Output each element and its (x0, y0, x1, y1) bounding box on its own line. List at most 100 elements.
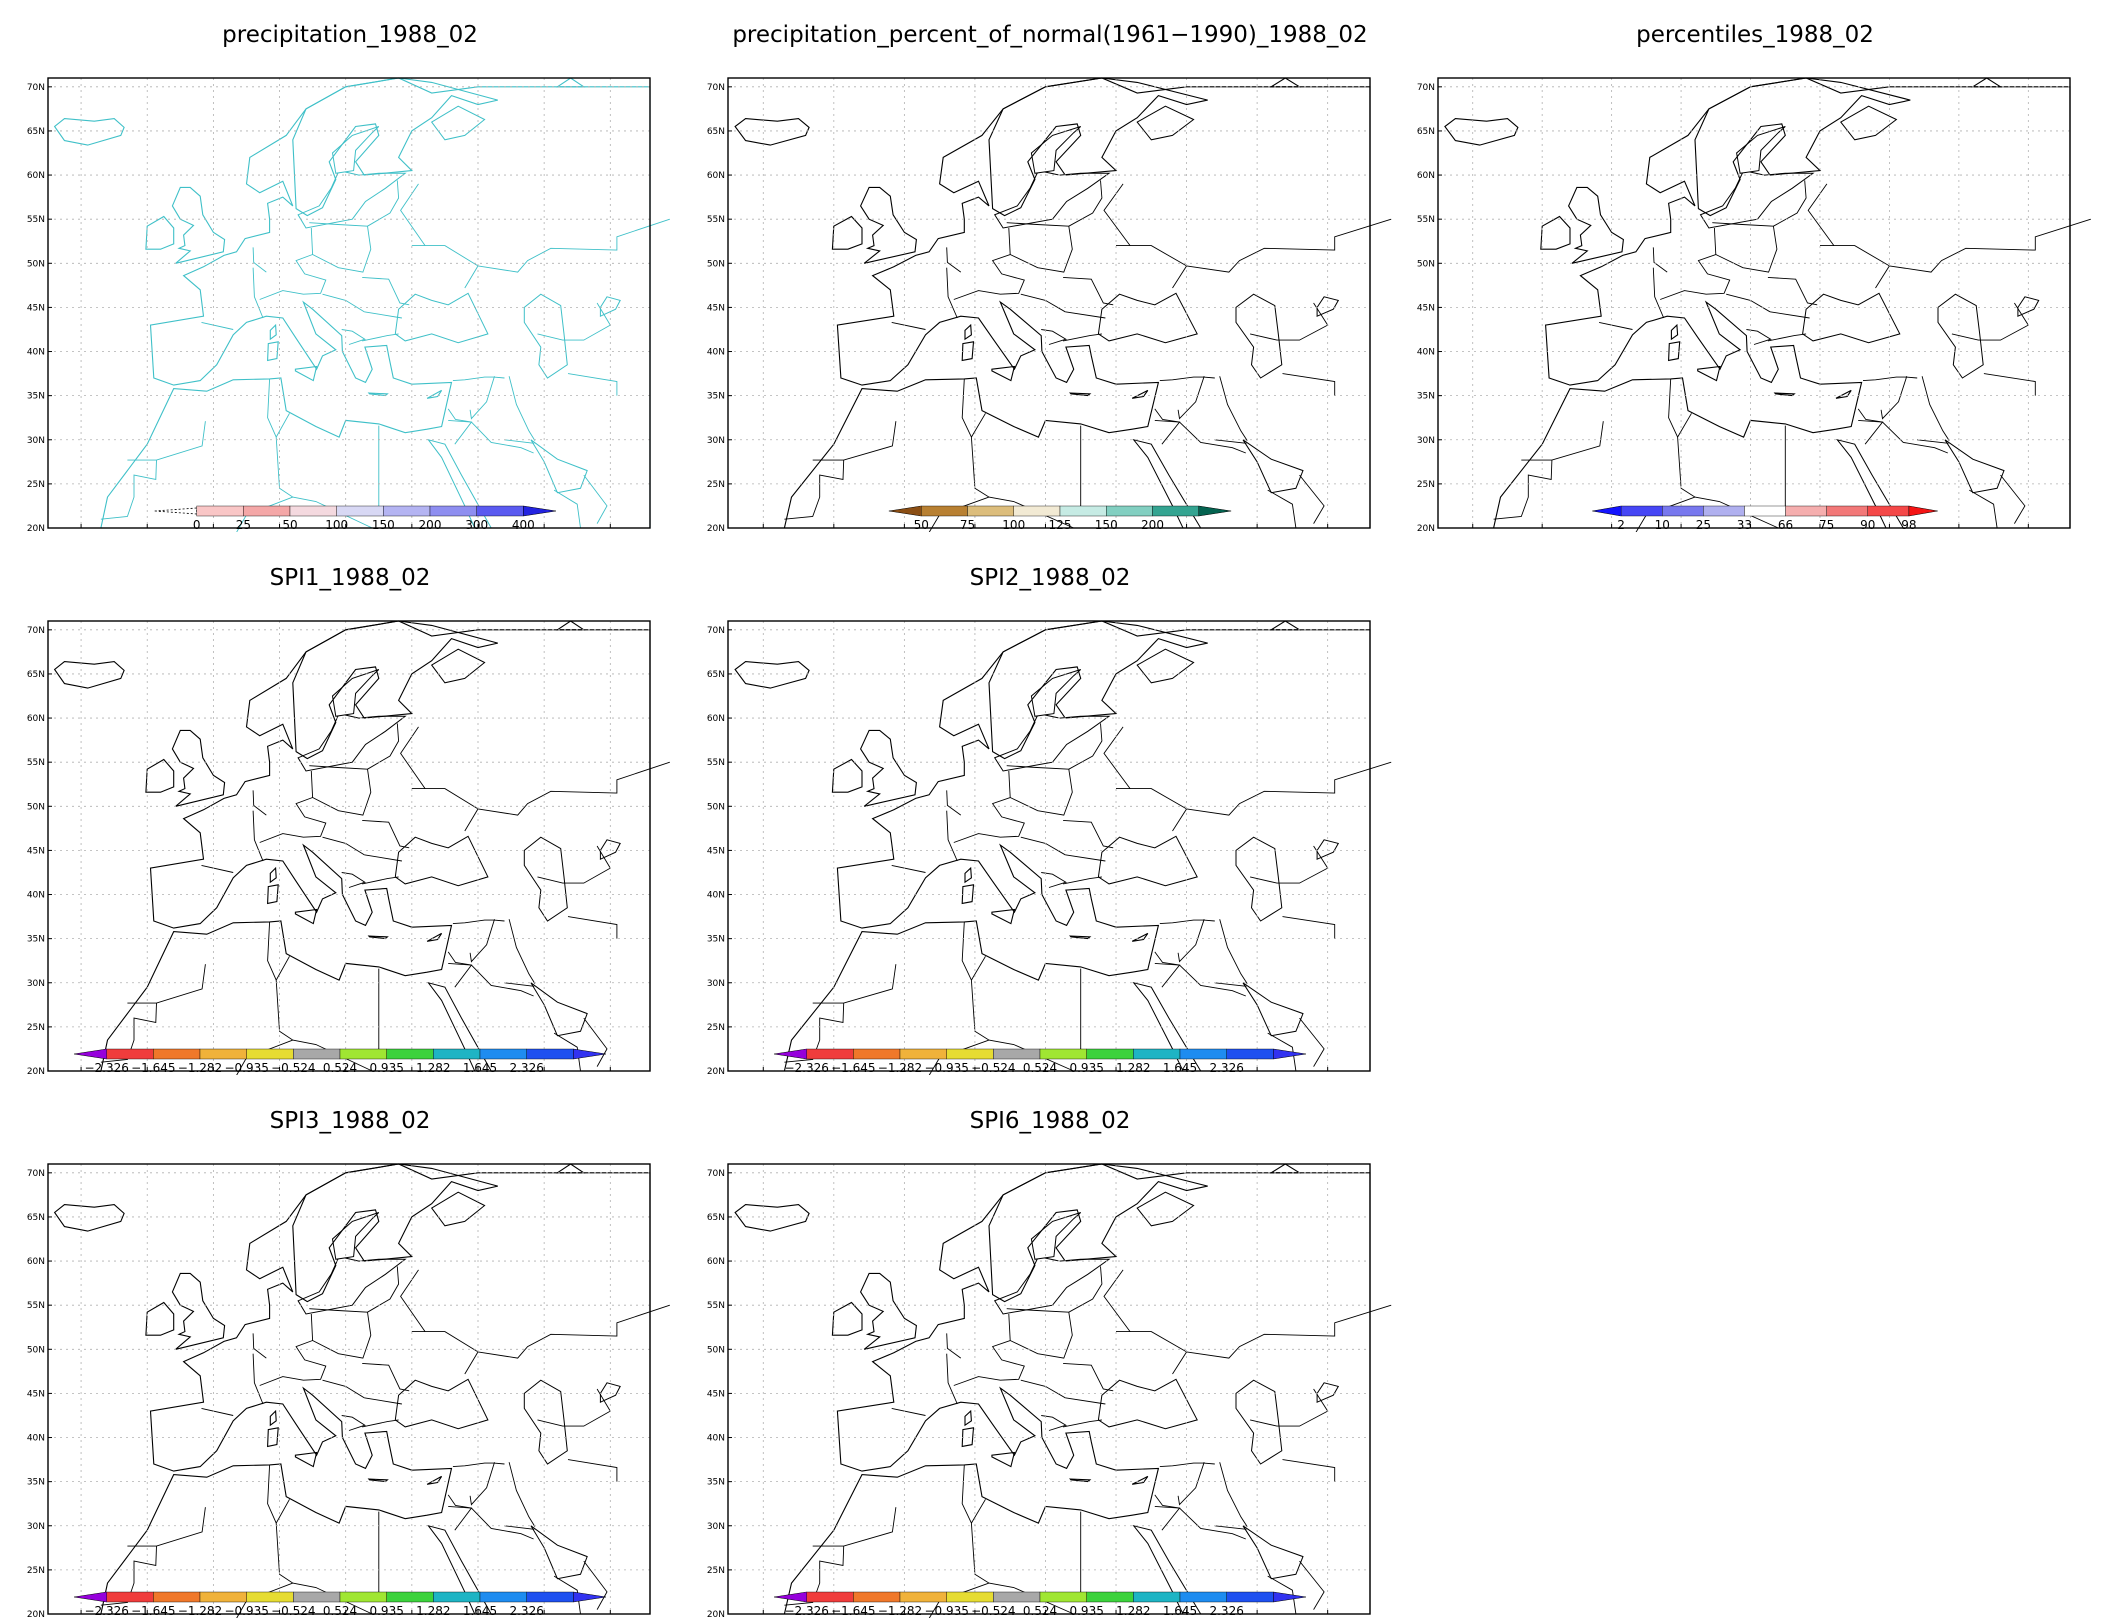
panel-spi6: SPI6_1988_02 70N 65N 60N 55N 50N 45N 40N 35N 30N… (700, 1108, 1400, 1618)
country-border (1951, 302, 2029, 341)
lat-tick-label: 55N (707, 758, 725, 768)
country-border (1186, 1304, 1392, 1359)
coastline-corsica (269, 1409, 277, 1427)
country-border (477, 1304, 670, 1359)
country-border (1652, 247, 1668, 273)
colorbar-swatch (1133, 1591, 1181, 1603)
colorbar-swatch (1152, 505, 1199, 517)
country-border (567, 916, 618, 939)
colorbar-swatch (386, 1591, 434, 1603)
country-border (1769, 311, 1810, 319)
country-border (1065, 1397, 1106, 1405)
lat-tick-label: 50N (1417, 259, 1435, 269)
lat-tick-label: 25N (27, 480, 45, 490)
country-border (267, 378, 277, 438)
colorbar-swatch (429, 505, 477, 517)
country-border (1006, 1308, 1073, 1359)
country-border (1858, 419, 1884, 445)
country-border (1177, 376, 1205, 420)
colorbar-label: 150 (372, 518, 395, 532)
coastline-scandinavia (1694, 77, 1911, 217)
country-border (1889, 218, 2091, 273)
country-border (341, 1415, 366, 1431)
lat-tick-label: 30N (1417, 436, 1435, 446)
coastline-iceland (53, 661, 125, 689)
colorbar-swatch (1826, 505, 1868, 517)
sea-baltic (297, 713, 407, 772)
colorbar-label: −1.282 (178, 1604, 222, 1618)
map-precip: 70N65N60N55N50N45N40N35N30N25N20N20W10W0… (20, 52, 680, 532)
country-border (812, 964, 897, 1004)
colorbar-swatch (1106, 505, 1153, 517)
country-border (812, 421, 897, 461)
country-border (1154, 1505, 1181, 1531)
coastline-ireland (1540, 215, 1571, 250)
colorbar-swatch (993, 1048, 1041, 1060)
colorbar-swatch (967, 505, 1014, 517)
coastline-corsica (964, 866, 972, 884)
colorbar-label: 25 (236, 518, 251, 532)
lat-tick-label: 25N (707, 480, 725, 490)
coastline-iceland (734, 661, 810, 689)
country-border (946, 790, 962, 816)
country-border (583, 1017, 608, 1067)
country-border (1299, 1560, 1325, 1610)
coastline-britain (859, 729, 917, 807)
colorbar-label: −2.326 (784, 1604, 828, 1618)
coastline-europeAsia (783, 77, 1371, 529)
country-border (1282, 373, 1336, 396)
sea-black (1802, 292, 1901, 344)
colorbar-swatch (806, 1591, 854, 1603)
colorbar-label: 200 (1141, 518, 1164, 532)
coastline-sicily (294, 1451, 318, 1468)
panel-spi3: SPI3_1988_02 70N 65N 60N 55N 50N 45N 40N 35N 30N… (20, 1108, 680, 1618)
colorbar-spi1: −2.326 −1.645 −1.282 −0.935 −0.524 0.524 0.935… (20, 1035, 680, 1095)
colorbar-spi6: −2.326 −1.645 −1.282 −0.935 −0.524 0.524 0.935… (700, 1578, 1400, 1618)
country-border (1041, 872, 1067, 888)
country-border (1493, 460, 1553, 520)
coastline-britain (859, 1272, 917, 1350)
coastline-scandinavia (292, 77, 498, 217)
coastline-corsica (964, 323, 972, 341)
country-border (341, 872, 366, 888)
sea-bothnia (1030, 1212, 1082, 1260)
lat-tick-label: 70N (707, 83, 725, 93)
country-border (452, 1462, 505, 1468)
coastline-ireland (145, 758, 175, 793)
colorbar-label: −0.524 (971, 1061, 1015, 1075)
colorbar-swatch (1086, 1591, 1134, 1603)
colorbar-label: −0.935 (924, 1061, 968, 1075)
lat-tick-label: 60N (707, 1257, 725, 1267)
country-border (411, 1331, 479, 1375)
colorbar-label: 0 (193, 518, 201, 532)
lat-tick-label: 65N (27, 127, 45, 137)
country-border (1299, 1017, 1325, 1067)
sea-bothnia (1030, 126, 1082, 174)
colorbar-label: −0.935 (224, 1061, 268, 1075)
country-border (362, 333, 399, 342)
country-border (477, 761, 670, 816)
coastline-iceland (734, 118, 810, 146)
country-border (946, 267, 958, 319)
country-border (1219, 919, 1248, 984)
country-border (1214, 1525, 1247, 1530)
country-border (2000, 474, 2026, 524)
lat-tick-label: 50N (707, 1345, 725, 1355)
colorbar-swatch (106, 1591, 154, 1603)
colorbar-label: 125 (1049, 518, 1072, 532)
country-border (1282, 916, 1336, 939)
lat-tick-label: 20N (27, 1067, 45, 1075)
country-border (1154, 951, 1246, 997)
lat-tick-label: 40N (707, 1434, 725, 1444)
colorbar-label: −0.524 (271, 1604, 315, 1618)
coastline-cyprus (1131, 932, 1149, 942)
coastline-scandinavia (988, 77, 1208, 217)
colorbar-swatch (199, 1591, 247, 1603)
country-border (1159, 919, 1215, 925)
country-border (252, 790, 267, 816)
country-border (1983, 373, 2036, 396)
country-border (1214, 982, 1247, 987)
colorbar-label: 2.326 (1209, 1604, 1243, 1618)
colorbar-arrow-low (888, 505, 922, 517)
coastline-cyprus (426, 389, 443, 399)
